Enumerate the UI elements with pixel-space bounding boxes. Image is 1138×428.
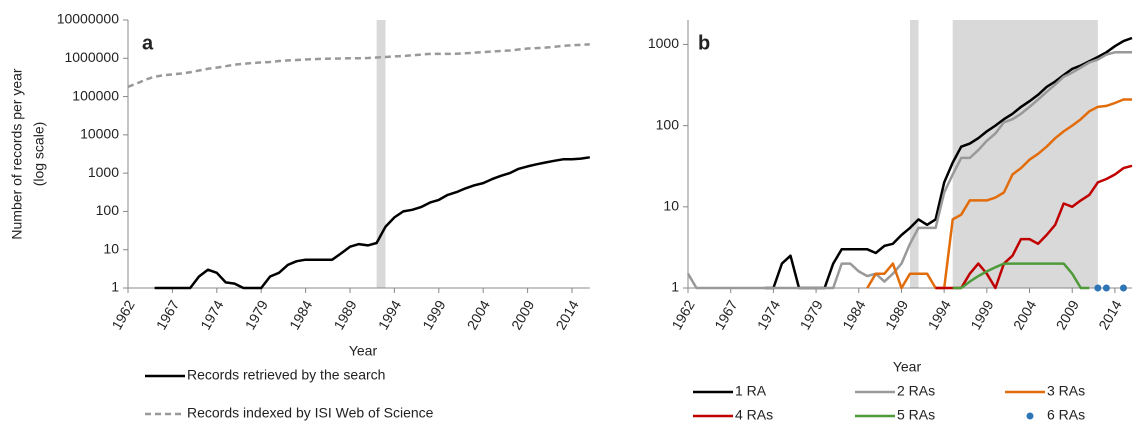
- y-tick-label: 100: [96, 202, 120, 218]
- series-line: [686, 51, 1132, 290]
- y-tick-label: 100000: [72, 87, 119, 103]
- y-tick-label: 10: [663, 198, 679, 214]
- x-tick-label: 1999: [419, 297, 449, 332]
- x-tick-label: 2009: [1053, 297, 1083, 332]
- series-line: [935, 164, 1133, 290]
- data-point: [1094, 284, 1102, 292]
- x-tick-label: 1967: [711, 297, 741, 332]
- y-axis-title: (log scale): [31, 122, 47, 187]
- x-tick-label: 1994: [925, 297, 955, 332]
- series-line: [764, 36, 1133, 290]
- series-line: [952, 262, 1090, 290]
- x-tick-label: 1962: [108, 297, 138, 332]
- x-tick-label: 2014: [1095, 297, 1125, 332]
- legend-label: Records indexed by ISI Web of Science: [187, 405, 434, 421]
- shaded-span: [952, 20, 1098, 288]
- x-tick-label: 1984: [286, 297, 316, 332]
- panel-label: b: [698, 32, 710, 54]
- legend-label: 1 RA: [735, 383, 767, 399]
- x-tick-label: 1989: [330, 297, 360, 332]
- x-tick-label: 2009: [508, 297, 538, 332]
- x-axis-title: Year: [893, 359, 922, 375]
- shaded-span: [376, 20, 386, 288]
- series-line: [866, 98, 1132, 290]
- x-tick-label: 1979: [796, 297, 826, 332]
- legend-label: Records retrieved by the search: [187, 367, 385, 383]
- y-tick-label: 1000000: [64, 49, 119, 65]
- x-tick-label: 1962: [668, 297, 698, 332]
- x-tick-label: 1979: [242, 297, 272, 332]
- y-tick-label: 1: [671, 279, 679, 295]
- series-line: [154, 156, 590, 290]
- legend-marker: [1026, 412, 1034, 420]
- x-tick-label: 1999: [967, 297, 997, 332]
- data-point: [1102, 284, 1110, 292]
- legend-label: 6 RAs: [1047, 407, 1085, 423]
- y-tick-label: 100: [656, 116, 680, 132]
- y-tick-label: 10000: [80, 126, 119, 142]
- y-tick-label: 1000: [88, 164, 119, 180]
- x-tick-label: 1967: [153, 297, 183, 332]
- x-tick-label: 1989: [882, 297, 912, 332]
- x-tick-label: 2004: [1010, 297, 1040, 332]
- legend-label: 3 RAs: [1047, 383, 1085, 399]
- y-axis-title: Number of records per year: [9, 68, 25, 240]
- y-tick-label: 10: [103, 240, 119, 256]
- shaded-span: [910, 20, 919, 288]
- x-tick-label: 1974: [197, 297, 227, 332]
- legend-label: 2 RAs: [897, 383, 935, 399]
- x-tick-label: 2004: [464, 297, 494, 332]
- legend-label: 5 RAs: [897, 407, 935, 423]
- y-tick-label: 1: [111, 279, 119, 295]
- panel-label: a: [142, 32, 154, 54]
- x-tick-label: 1984: [839, 297, 869, 332]
- y-tick-label: 1000: [648, 35, 679, 51]
- series-line: [127, 43, 590, 88]
- legend-label: 4 RAs: [735, 407, 773, 423]
- x-tick-label: 1974: [754, 297, 784, 332]
- x-tick-label: 2014: [552, 297, 582, 332]
- x-tick-label: 1994: [375, 297, 405, 332]
- x-axis-title: Year: [349, 343, 378, 359]
- y-tick-label: 10000000: [57, 11, 120, 27]
- data-point: [1119, 284, 1127, 292]
